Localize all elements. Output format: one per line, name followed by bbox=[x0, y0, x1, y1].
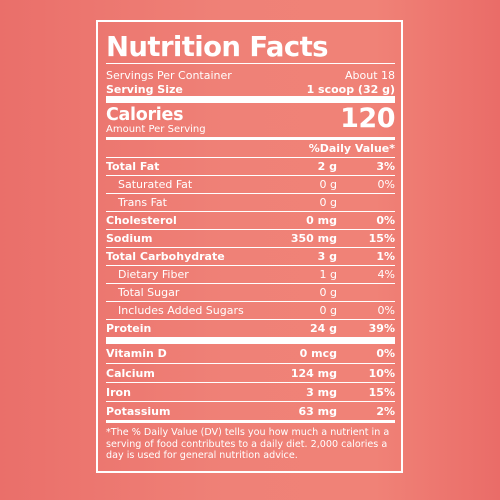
nutrient-name: Calcium bbox=[106, 366, 155, 380]
serving-size-value: 1 scoop (32 g) bbox=[306, 82, 395, 96]
nutrient-daily-value: 39% bbox=[368, 322, 395, 335]
nutrient-name: Saturated Fat bbox=[118, 178, 193, 191]
nutrient-name: Total Sugar bbox=[118, 286, 180, 299]
nutrient-row: Cholesterol 0 mg 0% bbox=[106, 211, 395, 229]
nutrient-daily-value: 3% bbox=[376, 160, 395, 173]
nutrient-row: Saturated Fat 0 g 0% bbox=[106, 175, 395, 193]
nutrient-daily-value: 4% bbox=[377, 268, 395, 281]
footnote: *The % Daily Value (DV) tells you how mu… bbox=[106, 427, 390, 462]
nutrient-row: Trans Fat 0 g bbox=[106, 193, 395, 211]
calories-row: Calories Amount Per Serving 120 bbox=[106, 103, 395, 137]
vitamin-row: Iron 3 mg 15% bbox=[106, 382, 395, 401]
nutrient-daily-value: 0% bbox=[377, 304, 395, 317]
vitamin-list: Vitamin D 0 mcg 0% Calcium 124 mg 10% Iron 3 mg… bbox=[106, 344, 395, 420]
calories-label: Calories bbox=[106, 105, 184, 125]
nutrient-daily-value: 0% bbox=[376, 214, 395, 227]
calories-value: 120 bbox=[340, 103, 395, 134]
nutrient-amount: 0 g bbox=[319, 304, 337, 317]
calories-divider bbox=[106, 137, 395, 140]
serving-divider bbox=[106, 96, 395, 103]
title-divider bbox=[106, 63, 395, 64]
daily-value-header: %Daily Value* bbox=[106, 140, 395, 157]
nutrient-list: Total Fat 2 g 3% Saturated Fat 0 g 0% Trans Fa… bbox=[106, 157, 395, 337]
nutrient-daily-value: 15% bbox=[368, 385, 395, 399]
nutrient-amount: 124 mg bbox=[290, 366, 337, 380]
nutrient-daily-value: 2% bbox=[376, 404, 395, 418]
footnote-divider bbox=[106, 420, 395, 423]
vitamin-row: Vitamin D 0 mcg 0% bbox=[106, 344, 395, 363]
nutrient-daily-value: 1% bbox=[376, 250, 395, 263]
calories-sub-label: Amount Per Serving bbox=[106, 124, 206, 135]
nutrient-amount: 24 g bbox=[309, 322, 337, 335]
nutrient-row: Sodium 350 mg 15% bbox=[106, 229, 395, 247]
nutrient-name: Sodium bbox=[106, 232, 153, 245]
servings-per-container-label: Servings Per Container bbox=[106, 68, 232, 82]
nutrient-amount: 2 g bbox=[317, 160, 337, 173]
nutrition-facts-panel: Nutrition Facts Servings Per Container A… bbox=[96, 20, 403, 473]
servings-per-container-row: Servings Per Container About 18 bbox=[106, 68, 395, 82]
nutrient-row: Includes Added Sugars 0 g 0% bbox=[106, 301, 395, 319]
nutrient-amount: 0 g bbox=[319, 178, 337, 191]
serving-size-label: Serving Size bbox=[106, 82, 183, 96]
nutrient-daily-value: 0% bbox=[376, 347, 395, 360]
nutrient-name: Iron bbox=[106, 385, 131, 399]
nutrient-row: Total Sugar 0 g bbox=[106, 283, 395, 301]
nutrient-amount: 63 mg bbox=[298, 404, 337, 418]
nutrient-name: Includes Added Sugars bbox=[118, 304, 244, 317]
nutrient-row: Dietary Fiber 1 g 4% bbox=[106, 265, 395, 283]
servings-per-container-value: About 18 bbox=[344, 68, 395, 82]
nutrient-amount: 0 g bbox=[319, 286, 337, 299]
vitamin-divider bbox=[106, 337, 395, 344]
nutrient-daily-value: 0% bbox=[377, 178, 395, 191]
nutrient-row: Total Fat 2 g 3% bbox=[106, 157, 395, 175]
panel-title: Nutrition Facts bbox=[106, 31, 328, 63]
nutrient-name: Protein bbox=[106, 322, 152, 335]
nutrient-daily-value: 15% bbox=[368, 232, 395, 245]
vitamin-row: Potassium 63 mg 2% bbox=[106, 401, 395, 420]
nutrient-row: Protein 24 g 39% bbox=[106, 319, 395, 337]
nutrient-name: Potassium bbox=[106, 404, 171, 418]
nutrient-name: Cholesterol bbox=[106, 214, 177, 227]
nutrient-daily-value: 10% bbox=[368, 366, 395, 380]
serving-size-row: Serving Size 1 scoop (32 g) bbox=[106, 82, 395, 96]
nutrient-amount: 0 g bbox=[319, 196, 337, 209]
nutrient-name: Vitamin D bbox=[106, 347, 167, 360]
nutrient-name: Total Carbohydrate bbox=[106, 250, 225, 263]
vitamin-row: Calcium 124 mg 10% bbox=[106, 363, 395, 382]
nutrient-amount: 0 mg bbox=[306, 214, 337, 227]
nutrient-amount: 1 g bbox=[319, 268, 337, 281]
nutrient-amount: 0 mcg bbox=[299, 347, 337, 360]
nutrient-row: Total Carbohydrate 3 g 1% bbox=[106, 247, 395, 265]
nutrient-amount: 3 g bbox=[317, 250, 337, 263]
nutrient-amount: 350 mg bbox=[290, 232, 337, 245]
nutrient-amount: 3 mg bbox=[306, 385, 337, 399]
daily-value-header-label: %Daily Value* bbox=[308, 142, 395, 155]
nutrient-name: Dietary Fiber bbox=[118, 268, 189, 281]
nutrient-name: Trans Fat bbox=[118, 196, 167, 209]
nutrient-name: Total Fat bbox=[106, 160, 160, 173]
